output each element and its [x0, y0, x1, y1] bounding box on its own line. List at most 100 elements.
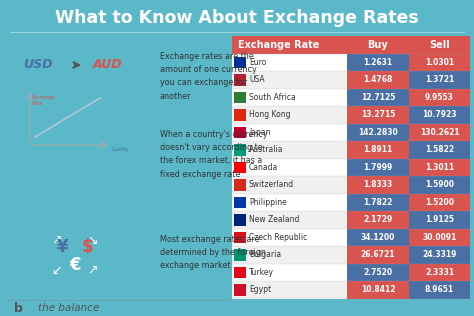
FancyBboxPatch shape [409, 71, 470, 88]
FancyBboxPatch shape [232, 211, 347, 228]
Text: South Africa: South Africa [249, 93, 296, 102]
Text: Egypt: Egypt [249, 285, 271, 294]
Text: 12.7125: 12.7125 [361, 93, 395, 102]
Text: 34.1200: 34.1200 [361, 233, 395, 242]
Text: Japan: Japan [249, 128, 271, 137]
Text: 130.2621: 130.2621 [419, 128, 459, 137]
FancyBboxPatch shape [234, 144, 246, 155]
Text: ↗: ↗ [88, 264, 98, 276]
FancyBboxPatch shape [409, 88, 470, 106]
FancyBboxPatch shape [232, 106, 347, 124]
Text: 24.3319: 24.3319 [422, 250, 456, 259]
Text: USD: USD [23, 58, 53, 71]
Text: 1.9125: 1.9125 [425, 215, 454, 224]
FancyBboxPatch shape [347, 176, 409, 193]
Text: 2.3331: 2.3331 [425, 268, 454, 277]
Text: ↗: ↗ [52, 234, 62, 246]
FancyBboxPatch shape [409, 141, 470, 159]
FancyBboxPatch shape [347, 193, 409, 211]
Text: €: € [69, 256, 81, 274]
FancyBboxPatch shape [232, 53, 347, 71]
FancyBboxPatch shape [234, 161, 246, 173]
Text: 8.9651: 8.9651 [425, 285, 454, 294]
FancyBboxPatch shape [234, 109, 246, 120]
Text: AUD: AUD [93, 58, 123, 71]
Text: USA: USA [249, 75, 264, 84]
Text: Hong Kong: Hong Kong [249, 110, 291, 119]
Text: 9.9553: 9.9553 [425, 93, 454, 102]
Text: Quality: Quality [112, 147, 129, 152]
FancyBboxPatch shape [232, 159, 347, 176]
FancyBboxPatch shape [234, 284, 246, 295]
FancyBboxPatch shape [409, 176, 470, 193]
Text: Czech Republic: Czech Republic [249, 233, 307, 242]
FancyBboxPatch shape [232, 281, 347, 299]
FancyBboxPatch shape [232, 264, 347, 281]
FancyBboxPatch shape [234, 214, 246, 226]
FancyBboxPatch shape [232, 71, 347, 88]
Text: Exchange
Rate: Exchange Rate [32, 95, 56, 106]
FancyBboxPatch shape [347, 53, 409, 71]
FancyBboxPatch shape [409, 281, 470, 299]
FancyBboxPatch shape [347, 88, 409, 106]
Text: 2.7520: 2.7520 [364, 268, 392, 277]
FancyBboxPatch shape [347, 264, 409, 281]
Text: Exchange Rate: Exchange Rate [238, 40, 319, 50]
FancyBboxPatch shape [234, 179, 246, 191]
FancyBboxPatch shape [409, 246, 470, 264]
Text: 142.2830: 142.2830 [358, 128, 398, 137]
FancyBboxPatch shape [409, 211, 470, 228]
Text: 10.7923: 10.7923 [422, 110, 457, 119]
FancyBboxPatch shape [232, 228, 347, 246]
FancyBboxPatch shape [347, 71, 409, 88]
Text: Bulgaria: Bulgaria [249, 250, 281, 259]
Text: Most exchange rates are
determined by the foreign
exchange market: Most exchange rates are determined by th… [160, 235, 266, 270]
FancyBboxPatch shape [232, 246, 347, 264]
Text: 30.0091: 30.0091 [422, 233, 456, 242]
FancyBboxPatch shape [234, 126, 246, 138]
FancyBboxPatch shape [347, 211, 409, 228]
Text: 1.2631: 1.2631 [364, 58, 392, 67]
Text: 1.7822: 1.7822 [363, 198, 392, 207]
Text: New Zealand: New Zealand [249, 215, 300, 224]
FancyBboxPatch shape [232, 124, 347, 141]
FancyBboxPatch shape [347, 106, 409, 124]
Text: 1.3721: 1.3721 [425, 75, 454, 84]
Text: Sell: Sell [429, 40, 450, 50]
Text: 1.7999: 1.7999 [364, 163, 392, 172]
Text: Buy: Buy [368, 40, 388, 50]
FancyBboxPatch shape [409, 159, 470, 176]
FancyBboxPatch shape [232, 141, 347, 159]
FancyBboxPatch shape [409, 228, 470, 246]
FancyBboxPatch shape [347, 159, 409, 176]
Text: 1.5200: 1.5200 [425, 198, 454, 207]
FancyBboxPatch shape [347, 246, 409, 264]
Text: Exchange rates are the
amount of one currency
you can exchange for
another: Exchange rates are the amount of one cur… [160, 52, 257, 100]
Text: $: $ [81, 238, 93, 256]
FancyBboxPatch shape [409, 53, 470, 71]
Text: 2.1729: 2.1729 [364, 215, 392, 224]
Text: 1.4768: 1.4768 [363, 75, 392, 84]
FancyBboxPatch shape [232, 36, 470, 53]
FancyBboxPatch shape [234, 92, 246, 103]
Text: the balance: the balance [38, 303, 100, 313]
FancyBboxPatch shape [409, 193, 470, 211]
FancyBboxPatch shape [347, 281, 409, 299]
Text: Euro: Euro [249, 58, 266, 67]
Text: b: b [14, 301, 22, 314]
FancyBboxPatch shape [409, 106, 470, 124]
FancyBboxPatch shape [234, 197, 246, 208]
FancyBboxPatch shape [347, 228, 409, 246]
Text: 1.5822: 1.5822 [425, 145, 454, 154]
Text: Canada: Canada [249, 163, 278, 172]
FancyBboxPatch shape [409, 264, 470, 281]
FancyBboxPatch shape [232, 193, 347, 211]
FancyBboxPatch shape [234, 74, 246, 86]
Text: 1.0301: 1.0301 [425, 58, 454, 67]
FancyBboxPatch shape [347, 124, 409, 141]
Text: ↙: ↙ [52, 264, 62, 276]
Text: 10.8412: 10.8412 [361, 285, 395, 294]
Text: Turkey: Turkey [249, 268, 274, 277]
FancyBboxPatch shape [232, 88, 347, 106]
Text: Philippine: Philippine [249, 198, 287, 207]
